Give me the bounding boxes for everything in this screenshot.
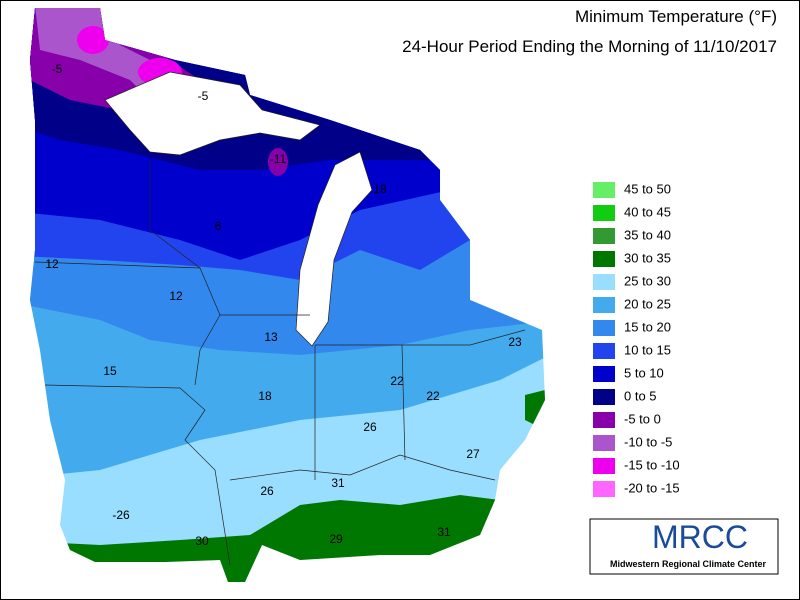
legend-swatch xyxy=(593,458,615,474)
legend-label: -5 to 0 xyxy=(624,411,661,426)
legend-label: 5 to 10 xyxy=(624,365,664,380)
legend-swatch xyxy=(593,389,615,405)
legend-swatch xyxy=(593,481,615,497)
legend-label: -10 to -5 xyxy=(624,434,672,449)
border xyxy=(34,261,310,316)
state-borders xyxy=(34,160,526,566)
station-value: 26 xyxy=(363,420,377,434)
station-value: 12 xyxy=(169,289,183,303)
station-value: -5 xyxy=(198,89,209,103)
legend-swatch xyxy=(593,343,615,359)
logo-box xyxy=(589,518,779,575)
station-value: -11 xyxy=(270,152,287,166)
legend-label: 45 to 50 xyxy=(624,181,671,196)
legend-label: -20 to -15 xyxy=(624,480,680,495)
lake-michigan xyxy=(295,151,373,347)
station-value: 6 xyxy=(215,219,222,233)
border xyxy=(194,314,221,386)
logo-subtitle: Midwestern Regional Climate Center xyxy=(610,559,767,569)
map-subtitle: 24-Hour Period Ending the Morning of 11/… xyxy=(402,37,777,56)
border xyxy=(315,329,526,346)
legend-swatch xyxy=(593,228,615,244)
legend-swatch xyxy=(593,205,615,221)
legend-label: 15 to 20 xyxy=(624,319,671,334)
station-value: 29 xyxy=(329,532,343,546)
station-value: 22 xyxy=(426,389,440,403)
station-value: 18 xyxy=(258,389,272,403)
legend-swatch xyxy=(593,412,615,428)
station-value: 27 xyxy=(466,447,480,461)
station-value: -26 xyxy=(112,508,130,522)
legend-swatch xyxy=(593,320,615,336)
station-value: 23 xyxy=(508,335,522,349)
legend-swatch xyxy=(593,435,615,451)
legend-label: 30 to 35 xyxy=(624,250,671,265)
border xyxy=(149,160,201,269)
station-value: 30 xyxy=(195,534,209,548)
logo-name: MRCC xyxy=(652,519,748,555)
legend-swatch xyxy=(593,366,615,382)
station-value: 18 xyxy=(373,182,387,196)
station-value: 26 xyxy=(260,484,274,498)
band xyxy=(77,26,109,54)
station-value: 12 xyxy=(45,257,59,271)
station-value: 13 xyxy=(264,330,278,344)
border xyxy=(401,344,406,461)
station-value: 31 xyxy=(331,476,345,490)
legend-label: -15 to -10 xyxy=(624,457,680,472)
station-value: -5 xyxy=(52,62,63,76)
legend-swatch xyxy=(593,297,615,313)
logo: MRCC Midwestern Regional Climate Center xyxy=(589,518,779,575)
border xyxy=(229,454,496,481)
legend-swatch xyxy=(593,182,615,198)
map-title: Minimum Temperature (°F) xyxy=(575,7,777,26)
legend-swatch xyxy=(593,251,615,267)
legend-label: 10 to 15 xyxy=(624,342,671,357)
border xyxy=(44,384,231,566)
lake-superior xyxy=(104,71,321,156)
legend-label: 25 to 30 xyxy=(624,273,671,288)
legend-label: 35 to 40 xyxy=(624,227,671,242)
station-value: 15 xyxy=(103,364,117,378)
band xyxy=(268,148,288,176)
legend-label: 40 to 45 xyxy=(624,204,671,219)
station-value: 31 xyxy=(437,525,451,539)
legend-swatch xyxy=(593,274,615,290)
legend-label: 0 to 5 xyxy=(624,388,657,403)
station-value: 22 xyxy=(390,374,404,388)
legend-label: 20 to 25 xyxy=(624,296,671,311)
